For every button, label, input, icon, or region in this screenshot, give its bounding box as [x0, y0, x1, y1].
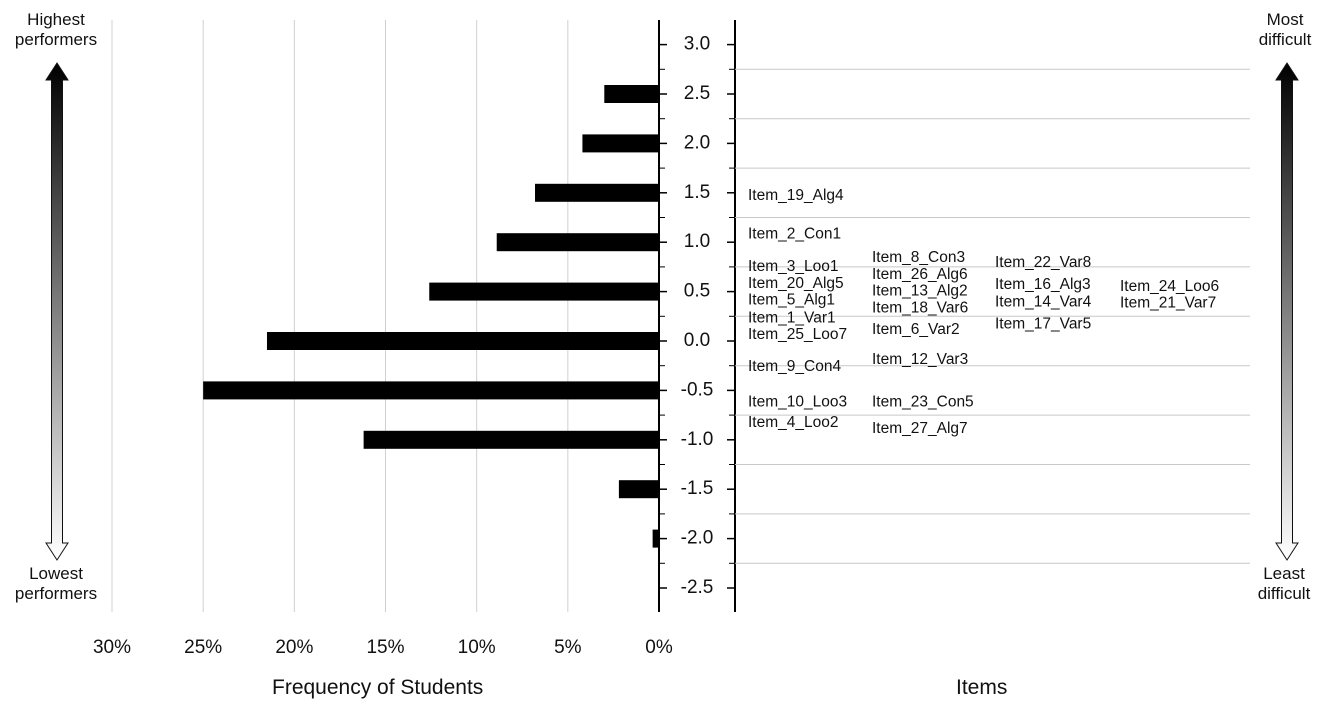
left-panel-grid	[111, 20, 569, 612]
frequency-bar	[582, 134, 659, 153]
right-panel-grid	[735, 68, 1250, 564]
x-tick-label: 5%	[554, 637, 582, 658]
x-tick-label: 0%	[645, 637, 673, 658]
item-label: Item_21_Var7	[1120, 295, 1216, 312]
item-label: Item_13_Alg2	[872, 283, 968, 300]
right-arrow-bottom-label: Least difficult	[1257, 564, 1311, 603]
frequency-tick-labels: 30% 25% 20% 15% 10% 5% 0%	[93, 637, 673, 658]
item-label: Item_8_Con3	[872, 249, 965, 266]
double-arrow	[1275, 62, 1299, 561]
left-arrow-top-label: Highest performers	[14, 10, 98, 49]
frequency-bar	[618, 480, 659, 499]
y-tick-label: -0.5	[681, 379, 714, 400]
item-labels: Item_19_Alg4Item_2_Con1Item_3_Loo1Item_2…	[748, 187, 1219, 437]
item-label: Item_18_Var6	[872, 299, 968, 316]
left-x-axis-title: Frequency of Students	[272, 676, 484, 699]
item-label: Item_25_Loo7	[748, 326, 847, 343]
item-label: Item_23_Con5	[872, 393, 974, 410]
frequency-bar	[363, 430, 659, 449]
x-tick-label: 25%	[184, 637, 222, 658]
item-label: Item_10_Loo3	[748, 393, 847, 410]
frequency-bar	[652, 529, 659, 548]
item-label: Item_14_Var4	[995, 294, 1092, 311]
item-label: Item_20_Alg5	[748, 275, 844, 292]
x-tick-label: 20%	[275, 637, 313, 658]
item-label: Item_6_Var2	[872, 321, 960, 338]
item-label: Item_27_Alg7	[872, 420, 968, 437]
item-label: Item_16_Alg3	[995, 276, 1091, 293]
y-tick-label: 1.5	[684, 182, 710, 203]
item-label: Item_3_Loo1	[748, 258, 839, 275]
item-label: Item_19_Alg4	[748, 187, 844, 204]
item-label: Item_4_Loo2	[748, 414, 839, 431]
item-label: Item_5_Alg1	[748, 292, 835, 309]
y-tick-label: -2.0	[681, 528, 714, 549]
item-label: Item_12_Var3	[872, 351, 968, 368]
double-arrow	[45, 62, 69, 561]
y-tick-label: 3.0	[684, 34, 710, 55]
frequency-bar	[535, 183, 659, 202]
frequency-bar	[266, 332, 659, 350]
ability-axis: 3.0 2.5 2.0 1.5 1.0 0.5 0.0 -0.5 -1.0 -1.5 -2.0 -2.…	[658, 20, 736, 612]
item-label: Item_26_Alg6	[872, 266, 968, 283]
y-tick-label: 2.0	[684, 132, 710, 153]
frequency-bar	[496, 233, 659, 252]
item-label: Item_22_Var8	[995, 254, 1091, 271]
item-label: Item_2_Con1	[748, 225, 841, 242]
right-x-axis-title: Items	[956, 676, 1008, 699]
x-tick-label: 15%	[366, 637, 404, 658]
y-tick-label: 1.0	[684, 231, 710, 252]
y-tick-label: -1.0	[681, 429, 714, 450]
frequency-bar	[429, 282, 659, 301]
item-label: Item_1_Var1	[748, 309, 836, 326]
x-tick-label: 10%	[458, 637, 496, 658]
arrows	[45, 62, 1299, 561]
right-arrow-top-label: Most difficult	[1258, 10, 1312, 49]
left-arrow-bottom-label: Lowest performers	[14, 564, 98, 603]
frequency-bar	[604, 85, 659, 103]
frequency-bars	[203, 85, 659, 548]
item-label: Item_9_Con4	[748, 358, 841, 375]
y-tick-label: 2.5	[684, 83, 710, 104]
y-tick-label: -1.5	[681, 478, 714, 499]
x-tick-label: 30%	[93, 637, 131, 658]
y-tick-label: -2.5	[681, 577, 714, 598]
item-label: Item_24_Loo6	[1120, 278, 1219, 295]
y-tick-label: 0.0	[684, 330, 710, 351]
item-label: Item_17_Var5	[995, 315, 1091, 332]
y-tick-label: 0.5	[684, 281, 710, 302]
frequency-bar	[203, 381, 659, 400]
